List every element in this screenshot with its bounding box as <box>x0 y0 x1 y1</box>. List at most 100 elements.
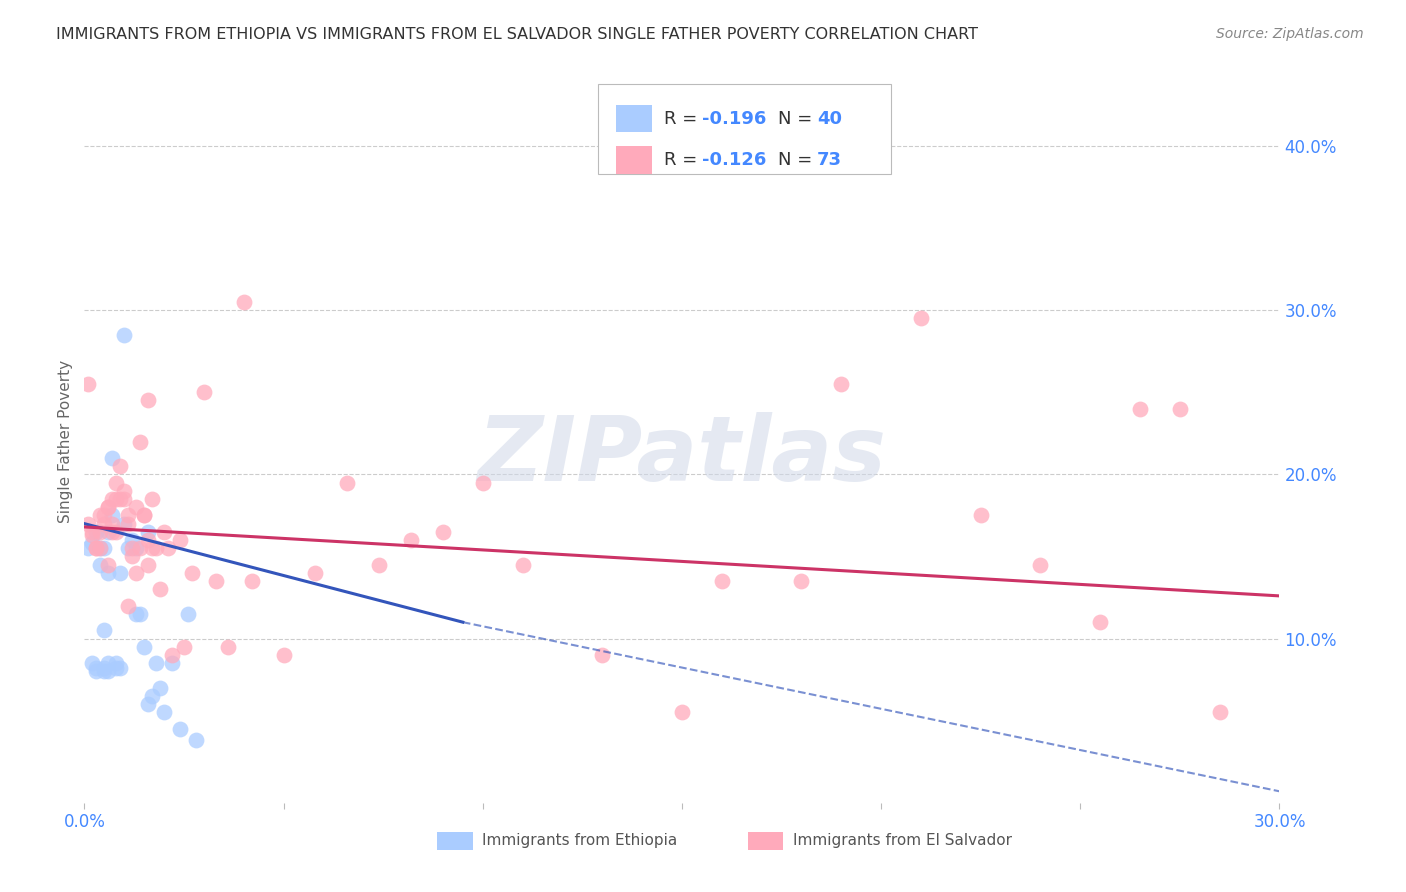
Point <box>153 706 176 720</box>
Point <box>125 607 148 621</box>
Point <box>136 558 159 572</box>
Point <box>89 558 111 572</box>
Point <box>1129 401 1152 416</box>
Point <box>136 524 159 539</box>
Point <box>101 524 124 539</box>
Point <box>169 722 191 736</box>
Point <box>86 541 108 556</box>
Point <box>89 508 111 523</box>
Point <box>336 475 359 490</box>
FancyBboxPatch shape <box>616 105 652 132</box>
Text: Immigrants from Ethiopia: Immigrants from Ethiopia <box>482 833 678 848</box>
Point <box>93 665 115 679</box>
Point <box>169 533 191 547</box>
Point <box>110 566 132 580</box>
Point <box>471 475 494 490</box>
Point <box>77 541 100 556</box>
Point <box>101 516 124 531</box>
Point <box>160 657 183 671</box>
Point <box>790 574 813 588</box>
Point <box>125 500 148 515</box>
Point <box>193 385 215 400</box>
Point <box>671 706 693 720</box>
Text: R =: R = <box>664 152 703 169</box>
Point <box>830 377 852 392</box>
Point <box>93 541 115 556</box>
Point <box>101 508 124 523</box>
Point <box>121 541 143 556</box>
Text: N =: N = <box>778 110 817 128</box>
Text: N =: N = <box>778 152 817 169</box>
Point <box>86 661 108 675</box>
Point <box>89 541 111 556</box>
Point <box>105 524 128 539</box>
Point <box>77 516 100 531</box>
Point <box>136 393 159 408</box>
Point <box>177 607 200 621</box>
Point <box>117 508 139 523</box>
Point <box>110 459 132 474</box>
Point <box>110 661 132 675</box>
FancyBboxPatch shape <box>599 84 891 174</box>
Point <box>97 665 120 679</box>
Point <box>89 524 111 539</box>
Point <box>232 295 254 310</box>
Point <box>273 648 295 662</box>
Point <box>1209 706 1232 720</box>
Point <box>93 508 115 523</box>
Point <box>136 698 159 712</box>
Point <box>121 549 143 564</box>
Point <box>77 377 100 392</box>
Point <box>93 661 115 675</box>
Point <box>125 541 148 556</box>
Point <box>132 508 156 523</box>
Point <box>117 599 139 613</box>
Point <box>101 450 124 465</box>
Point <box>82 528 104 542</box>
Point <box>149 681 172 695</box>
Text: -0.126: -0.126 <box>702 152 766 169</box>
Point <box>110 491 132 506</box>
Point <box>97 500 120 515</box>
Point <box>121 533 143 547</box>
Point <box>97 524 120 539</box>
Point <box>217 640 239 654</box>
Point <box>129 607 152 621</box>
Point <box>160 648 183 662</box>
Point <box>105 491 128 506</box>
Point <box>173 640 195 654</box>
Point <box>93 624 115 638</box>
Point <box>512 558 534 572</box>
FancyBboxPatch shape <box>616 146 652 174</box>
Point <box>710 574 733 588</box>
Point <box>112 491 135 506</box>
Text: ZIPatlas: ZIPatlas <box>478 412 886 500</box>
Point <box>1090 615 1112 630</box>
Point <box>432 524 454 539</box>
Point <box>97 566 120 580</box>
Text: Immigrants from El Salvador: Immigrants from El Salvador <box>793 833 1012 848</box>
Point <box>132 508 156 523</box>
Point <box>97 558 120 572</box>
Point <box>86 524 108 539</box>
Point <box>86 665 108 679</box>
Text: -0.196: -0.196 <box>702 110 766 128</box>
Point <box>145 541 167 556</box>
Text: Source: ZipAtlas.com: Source: ZipAtlas.com <box>1216 27 1364 41</box>
Point <box>112 516 135 531</box>
Point <box>93 516 115 531</box>
Point <box>82 524 104 539</box>
Point <box>105 475 128 490</box>
Point <box>82 657 104 671</box>
Point <box>181 566 204 580</box>
Text: 73: 73 <box>817 152 842 169</box>
Point <box>86 541 108 556</box>
Text: R =: R = <box>664 110 703 128</box>
Text: IMMIGRANTS FROM ETHIOPIA VS IMMIGRANTS FROM EL SALVADOR SINGLE FATHER POVERTY CO: IMMIGRANTS FROM ETHIOPIA VS IMMIGRANTS F… <box>56 27 979 42</box>
Point <box>101 491 124 506</box>
Point <box>153 524 176 539</box>
Point <box>132 640 156 654</box>
Point <box>157 541 180 556</box>
Point <box>129 541 152 556</box>
Point <box>141 689 163 703</box>
